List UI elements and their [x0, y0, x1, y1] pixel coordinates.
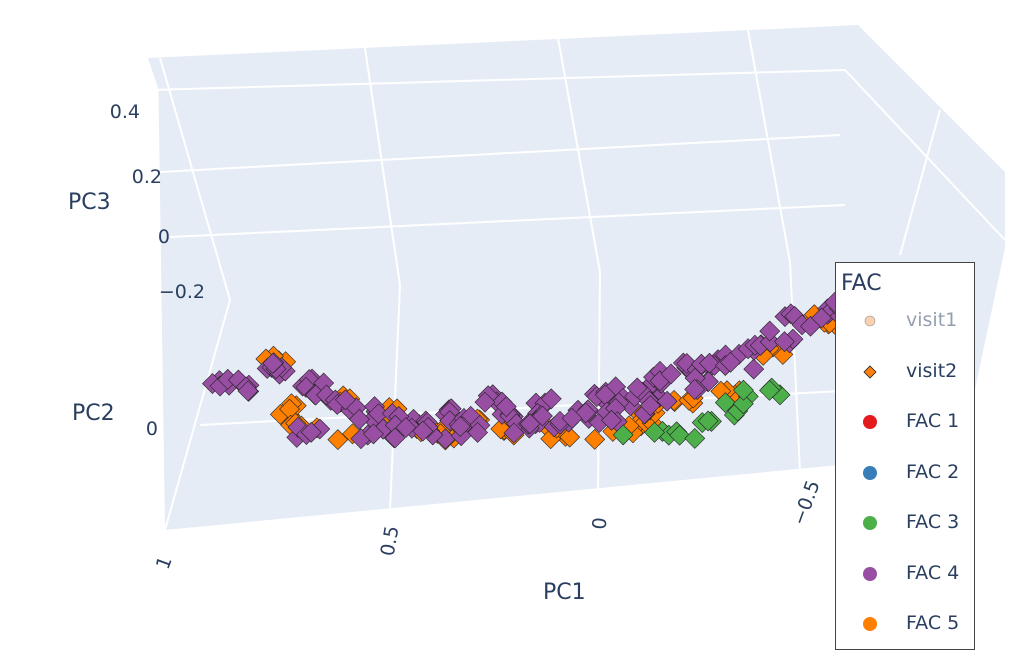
- legend-item-label: FAC 1: [906, 410, 960, 432]
- data-points[interactable]: [202, 291, 865, 451]
- z-tick-label: 0.2: [132, 166, 162, 188]
- data-point-fac-4[interactable]: [495, 396, 517, 418]
- x-tick-label: 0: [589, 516, 612, 530]
- data-point-fac-4[interactable]: [811, 307, 833, 329]
- circle-marker-icon: [864, 315, 876, 327]
- data-point-fac-5[interactable]: [584, 428, 606, 450]
- x-tick-label: 0.5: [377, 524, 404, 558]
- data-point-fac-5[interactable]: [559, 426, 581, 448]
- data-point-fac-3[interactable]: [759, 379, 780, 401]
- x-tick-label: 1: [152, 554, 177, 573]
- data-point-fac-4[interactable]: [684, 379, 706, 400]
- x-axis-title: PC1: [543, 580, 586, 605]
- legend-item-fac-1[interactable]: FAC 1: [836, 402, 974, 442]
- legend-item-fac-4[interactable]: FAC 4: [836, 554, 974, 594]
- legend-item-label: FAC 5: [906, 612, 960, 634]
- data-point-fac-4[interactable]: [262, 352, 284, 374]
- data-point-fac-4[interactable]: [237, 380, 259, 402]
- data-point-fac-4[interactable]: [467, 422, 489, 443]
- data-point-fac-4[interactable]: [348, 408, 370, 430]
- legend-item-label: FAC 3: [906, 511, 960, 533]
- back-wall: [148, 25, 1005, 300]
- data-point-fac-4[interactable]: [384, 427, 406, 449]
- legend-item-label: visit1: [906, 309, 958, 331]
- legend: FAC visit1 visit2 FAC 1 FAC 2 FAC 3 FAC 4 FAC …: [835, 262, 975, 650]
- data-point-fac-4[interactable]: [774, 331, 795, 353]
- left-wall: [148, 58, 230, 530]
- data-point-fac-4[interactable]: [395, 417, 417, 438]
- z-tick-label: 0.4: [110, 101, 140, 123]
- circle-marker-icon: [863, 415, 877, 429]
- circle-marker-icon: [863, 465, 877, 480]
- legend-item-label: visit2: [906, 359, 958, 382]
- z-tick-label: 0: [158, 226, 170, 248]
- legend-title: FAC: [841, 271, 882, 296]
- data-point-fac-3[interactable]: [714, 392, 736, 414]
- z-axis-ticks: 0.4 0.2 0 −0.2: [110, 101, 205, 303]
- data-point-fac-4[interactable]: [759, 320, 781, 342]
- data-point-fac-4[interactable]: [519, 413, 541, 435]
- z-axis-title: PC3: [68, 190, 111, 215]
- data-point-fac-4[interactable]: [639, 395, 661, 416]
- data-point-fac-3[interactable]: [697, 410, 719, 432]
- data-point-fac-4[interactable]: [503, 422, 525, 444]
- data-point-fac-4[interactable]: [720, 351, 741, 373]
- data-point-fac-4[interactable]: [449, 416, 471, 438]
- data-point-fac-4[interactable]: [626, 377, 648, 399]
- data-point-fac-4[interactable]: [601, 409, 622, 431]
- legend-item-label: FAC 2: [906, 460, 960, 483]
- data-point-fac-4[interactable]: [660, 363, 682, 385]
- data-point-fac-4[interactable]: [540, 388, 562, 410]
- data-point-fac-3[interactable]: [733, 379, 754, 401]
- data-point-fac-3[interactable]: [684, 427, 706, 449]
- data-point-fac-4[interactable]: [561, 407, 583, 429]
- data-point-fac-4[interactable]: [363, 423, 384, 445]
- data-point-fac-4[interactable]: [656, 390, 678, 412]
- y-axis-title: PC2: [72, 401, 115, 426]
- data-point-fac-3[interactable]: [669, 424, 691, 446]
- data-point-fac-3[interactable]: [644, 421, 665, 443]
- circle-marker-icon: [863, 566, 877, 581]
- y-tick-label: 0: [146, 418, 158, 440]
- legend-item-fac-3[interactable]: FAC 3: [836, 503, 974, 543]
- legend-item-visit2[interactable]: visit2: [836, 352, 974, 392]
- z-tick-label: −0.2: [159, 281, 205, 303]
- data-point-fac-4[interactable]: [412, 420, 434, 442]
- data-point-fac-4[interactable]: [743, 358, 765, 380]
- data-point-fac-4[interactable]: [335, 389, 356, 411]
- legend-item-fac-5[interactable]: FAC 5: [836, 604, 974, 644]
- legend-item-fac-2[interactable]: FAC 2: [836, 453, 974, 493]
- data-point-fac-4[interactable]: [474, 391, 496, 413]
- diamond-marker-icon: [863, 364, 877, 379]
- data-point-fac-3[interactable]: [732, 393, 754, 415]
- data-point-fac-4[interactable]: [300, 421, 322, 443]
- x-tick-label: −0.5: [788, 478, 824, 529]
- data-point-fac-3[interactable]: [612, 424, 634, 446]
- circle-marker-icon: [863, 516, 877, 530]
- circle-marker-icon: [863, 617, 877, 631]
- legend-item-visit1[interactable]: visit1: [836, 301, 974, 341]
- legend-item-label: FAC 4: [906, 561, 960, 584]
